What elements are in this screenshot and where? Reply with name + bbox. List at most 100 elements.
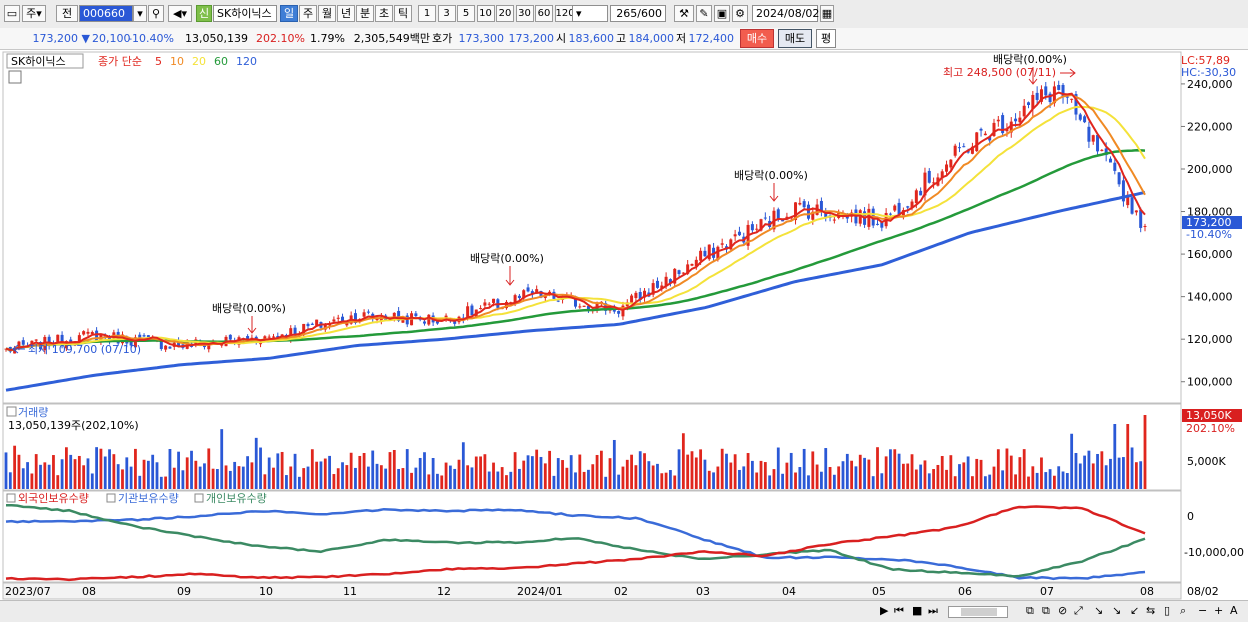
volume-bar: [901, 463, 905, 489]
x-axis-label-8: 03: [696, 585, 710, 598]
scroll-right-icon[interactable]: ▶: [880, 604, 889, 617]
zoom-in-icon[interactable]: +: [1214, 604, 1224, 617]
candle-body: [414, 313, 418, 317]
volume-bar: [21, 468, 25, 489]
tool-icon-3[interactable]: ⊘: [1058, 604, 1068, 617]
tool-icon-8[interactable]: ⇆: [1146, 604, 1156, 617]
candle-body: [763, 217, 767, 219]
candle-body: [246, 336, 250, 341]
gear-icon[interactable]: ⚙: [732, 5, 748, 22]
volume-bar: [8, 472, 12, 489]
tool-icon-2[interactable]: ⧉: [1042, 604, 1050, 617]
save-icon[interactable]: ▣: [714, 5, 730, 22]
holding-icon-1[interactable]: [6, 493, 16, 503]
sell-button[interactable]: 매도: [778, 29, 812, 48]
volume-bar: [794, 472, 797, 489]
interval-0[interactable]: 일: [280, 5, 298, 22]
search-icon[interactable]: ⚲: [148, 5, 164, 22]
period-selector[interactable]: 전: [56, 5, 78, 22]
interval-2[interactable]: 월: [318, 5, 336, 22]
tool-icon-5[interactable]: ↘: [1094, 604, 1104, 617]
tick-number-30[interactable]: 30: [515, 5, 534, 22]
volume-bar: [207, 448, 211, 489]
amount-value: 2,305,549백만: [353, 32, 430, 45]
volume-bar: [789, 452, 793, 489]
tick-number-3[interactable]: 3: [437, 5, 456, 22]
drawing-icon[interactable]: ✎: [696, 5, 712, 22]
candle-body: [880, 221, 884, 228]
volume-bar: [971, 476, 974, 489]
zoom-icon[interactable]: ⌕: [1180, 604, 1187, 617]
code-dropdown-icon[interactable]: ▾: [133, 5, 147, 22]
tick-number-1[interactable]: 1: [418, 5, 436, 22]
stop-icon[interactable]: ■: [912, 604, 923, 617]
tool-icon-1[interactable]: ⧉: [1026, 604, 1034, 617]
tool-icon-9[interactable]: ▯: [1164, 604, 1171, 617]
candle-body: [582, 305, 586, 307]
tick-number-120[interactable]: 120: [554, 5, 575, 22]
scroll-start-icon[interactable]: ⏮: [894, 604, 904, 617]
candle-body: [1117, 172, 1121, 185]
interval-5[interactable]: 초: [375, 5, 393, 22]
stock-code-input[interactable]: 000660: [79, 5, 133, 22]
candle-body: [634, 292, 638, 299]
count-field[interactable]: 265/600: [610, 5, 666, 22]
candle-body: [1057, 84, 1061, 90]
sound-icon[interactable]: ◀▾: [168, 5, 192, 22]
window-icon[interactable]: ▭: [4, 5, 20, 22]
tools-icon[interactable]: ⚒: [674, 5, 694, 22]
tick-number-60[interactable]: 60: [535, 5, 553, 22]
tick-number-20[interactable]: 20: [496, 5, 514, 22]
tool-icon-7[interactable]: ↙: [1130, 604, 1140, 617]
holding-icon-2[interactable]: [106, 493, 116, 503]
zoom-out-icon[interactable]: −: [1198, 604, 1208, 617]
volume-bar: [738, 469, 741, 489]
volume-bar: [34, 454, 38, 489]
eval-button[interactable]: 평: [816, 29, 836, 48]
open-value: 183,600: [568, 32, 615, 45]
volume-bar: [254, 437, 258, 489]
interval-1[interactable]: 주: [299, 5, 317, 22]
scrollbar-thumb[interactable]: [961, 608, 997, 616]
hc-readout: HC:-30,30: [1181, 66, 1236, 79]
volume-bar: [1044, 472, 1048, 489]
volume-bar: [203, 463, 206, 489]
stock-name-field[interactable]: SK하이닉스: [213, 5, 277, 22]
price-chart[interactable]: SK하이닉스 종가 단순 5 10 20 60 120 LC:57,89 HC:-30,…: [0, 50, 1248, 600]
volume-bar: [940, 456, 944, 489]
ma-legend-20: 20: [192, 55, 206, 68]
count-dropdown[interactable]: ▾: [572, 5, 608, 22]
holding-icon-3[interactable]: [194, 493, 204, 503]
tool-icon-4[interactable]: ⤢: [1074, 604, 1083, 617]
volume-bar: [134, 448, 137, 489]
scrollbar[interactable]: [948, 606, 1008, 618]
calendar-icon[interactable]: ▦: [820, 5, 834, 22]
date-field[interactable]: 2024/08/02: [752, 5, 819, 22]
holding-panel-frame: [2, 490, 1182, 583]
volume-bar: [785, 462, 789, 489]
volume-bar: [103, 456, 107, 489]
tick-number-10[interactable]: 10: [476, 5, 495, 22]
interval-6[interactable]: 틱: [394, 5, 412, 22]
candle-body: [699, 250, 703, 261]
scroll-end-icon[interactable]: ⏭: [928, 604, 938, 617]
table-toggle-icon[interactable]: [8, 70, 22, 84]
interval-3[interactable]: 년: [337, 5, 355, 22]
volume-panel-icon[interactable]: [6, 406, 17, 417]
volume-bar: [1009, 455, 1013, 489]
volume-bar: [310, 449, 314, 489]
tick-number-5[interactable]: 5: [457, 5, 475, 22]
font-size-icon[interactable]: A: [1230, 604, 1238, 617]
tab-selector[interactable]: 주▾: [22, 5, 46, 22]
buy-button[interactable]: 매수: [740, 29, 774, 48]
volume-bar: [518, 468, 521, 489]
quote-bar: 173,200 ▼ 20,100 -10.40% 13,050,139 202.…: [0, 28, 1248, 50]
volume-bar: [405, 449, 409, 489]
candle-body: [1070, 98, 1074, 100]
volume-ratio: 202.10%: [256, 32, 305, 45]
interval-4[interactable]: 분: [356, 5, 374, 22]
tool-icon-6[interactable]: ↘: [1112, 604, 1122, 617]
candle-body: [681, 272, 685, 274]
volume-bar: [453, 468, 457, 489]
candle-body: [159, 339, 163, 349]
